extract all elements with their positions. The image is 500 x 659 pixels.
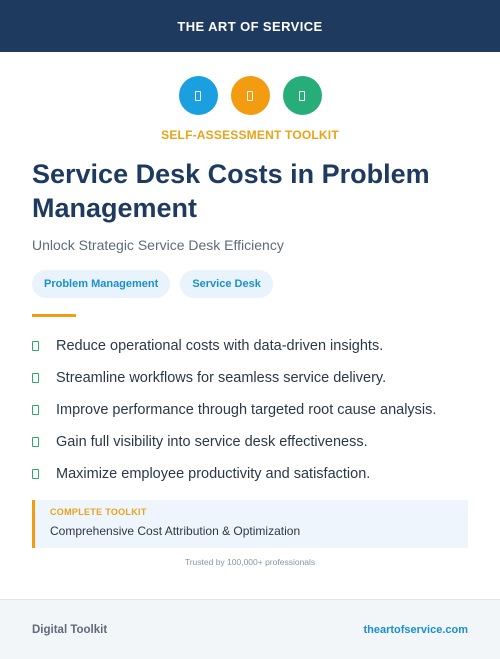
check-icon xyxy=(32,469,39,479)
top-banner: THE ART OF SERVICE xyxy=(0,0,500,52)
list-item: Reduce operational costs with data-drive… xyxy=(32,330,482,362)
tag-service-desk: Service Desk xyxy=(180,270,273,298)
check-icon xyxy=(32,373,39,383)
toolkit-callout: COMPLETE TOOLKIT Comprehensive Cost Attr… xyxy=(32,500,468,548)
document-icon xyxy=(282,76,322,115)
check-icon xyxy=(32,405,39,415)
benefit-list: Reduce operational costs with data-drive… xyxy=(32,330,482,490)
benefit-text: Gain full visibility into service desk e… xyxy=(56,434,368,450)
website-link[interactable]: theartofservice.com xyxy=(363,623,468,636)
check-icon xyxy=(32,437,39,447)
callout-text: Comprehensive Cost Attribution & Optimiz… xyxy=(50,524,301,538)
benefit-text: Streamline workflows for seamless servic… xyxy=(56,370,387,386)
tag-list: Problem Management Service Desk xyxy=(32,270,273,298)
page-subtitle: Unlock Strategic Service Desk Efficiency xyxy=(32,237,284,253)
page-title: Service Desk Costs in Problem Management xyxy=(32,159,430,223)
list-item: Improve performance through targeted roo… xyxy=(32,394,482,426)
list-item: Maximize employee productivity and satis… xyxy=(32,458,482,490)
benefit-text: Reduce operational costs with data-drive… xyxy=(56,338,384,354)
callout-label: COMPLETE TOOLKIT xyxy=(50,507,147,517)
accent-divider xyxy=(32,314,76,317)
feature-icons xyxy=(0,76,500,115)
benefit-text: Improve performance through targeted roo… xyxy=(56,402,437,418)
list-item: Streamline workflows for seamless servic… xyxy=(32,362,482,394)
footer-label: Digital Toolkit xyxy=(32,623,108,636)
document-icon xyxy=(230,76,270,115)
check-icon xyxy=(32,341,39,351)
footer: Digital Toolkit theartofservice.com xyxy=(0,599,500,659)
list-item: Gain full visibility into service desk e… xyxy=(32,426,482,458)
eyebrow-label: SELF-ASSESSMENT TOOLKIT xyxy=(161,128,339,142)
trust-note: Trusted by 100,000+ professionals xyxy=(184,557,316,567)
document-icon xyxy=(178,76,218,115)
tag-problem-management: Problem Management xyxy=(32,270,171,298)
benefit-text: Maximize employee productivity and satis… xyxy=(56,466,371,482)
brand-name: THE ART OF SERVICE xyxy=(177,18,323,34)
